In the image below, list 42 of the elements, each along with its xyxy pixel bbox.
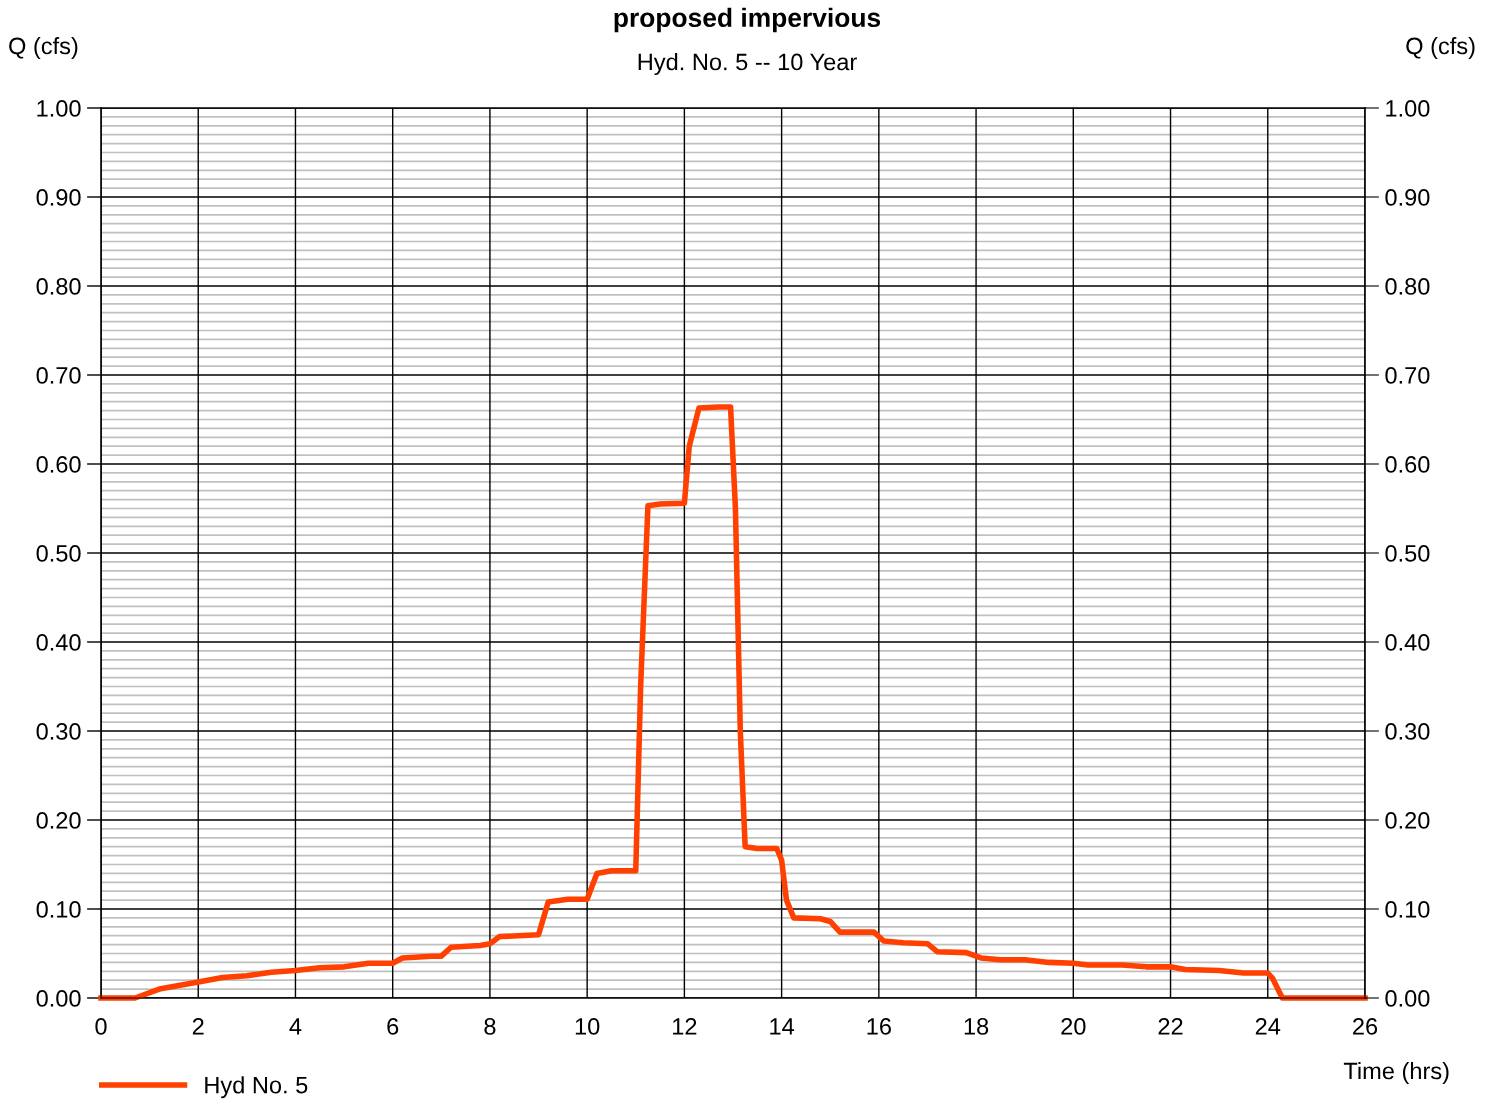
x-tick-label: 14 bbox=[770, 1018, 795, 1035]
y2-tick-label: 0.00 bbox=[1385, 990, 1430, 1007]
y-tick-label: 1.00 bbox=[37, 100, 81, 117]
y2-tick-label: 0.80 bbox=[1385, 278, 1430, 295]
y-tick-label: 0.80 bbox=[36, 278, 81, 295]
y-tick-label: 0.00 bbox=[36, 990, 81, 1007]
x-tick-label: 2 bbox=[192, 1018, 204, 1035]
chart-title: proposed impervious bbox=[614, 7, 881, 33]
x-tick-label: 8 bbox=[484, 1018, 496, 1035]
x-tick-label: 16 bbox=[867, 1018, 891, 1035]
y2-tick-label: 0.10 bbox=[1385, 901, 1430, 918]
y-tick-label: 0.40 bbox=[36, 634, 81, 651]
y-tick-label: 0.60 bbox=[36, 456, 81, 473]
y2-tick-label: 0.30 bbox=[1385, 723, 1430, 740]
y-tick-label: 0.30 bbox=[36, 723, 81, 740]
x-tick-label: 0 bbox=[95, 1018, 107, 1035]
y2-axis-title: Q (cfs) bbox=[1406, 37, 1475, 59]
y-tick-label: 0.90 bbox=[36, 189, 81, 206]
x-tick-label: 4 bbox=[289, 1018, 302, 1035]
x-tick-label: 10 bbox=[575, 1018, 600, 1035]
x-tick-label: 6 bbox=[387, 1018, 399, 1035]
y-tick-label: 0.50 bbox=[36, 545, 81, 562]
y-tick-label: 0.10 bbox=[36, 901, 81, 918]
y2-tick-label: 0.50 bbox=[1385, 545, 1430, 562]
legend-label: Hyd No. 5 bbox=[205, 1076, 308, 1099]
y2-tick-label: 0.40 bbox=[1385, 634, 1430, 651]
chart-subtitle: Hyd. No. 5 -- 10 Year bbox=[638, 53, 857, 76]
x-axis-title: Time (hrs) bbox=[1343, 1061, 1449, 1084]
y-axis-title: Q (cfs) bbox=[9, 37, 78, 59]
x-tick-label: 24 bbox=[1255, 1018, 1281, 1035]
x-tick-label: 20 bbox=[1061, 1018, 1086, 1035]
x-tick-label: 22 bbox=[1158, 1018, 1183, 1035]
y2-tick-label: 0.20 bbox=[1385, 812, 1430, 829]
y2-tick-label: 0.60 bbox=[1385, 456, 1430, 473]
y-tick-label: 0.70 bbox=[36, 367, 81, 384]
x-tick-label: 26 bbox=[1353, 1018, 1378, 1035]
y2-tick-label: 1.00 bbox=[1386, 100, 1430, 117]
x-tick-label: 18 bbox=[964, 1018, 989, 1035]
x-tick-label: 12 bbox=[673, 1018, 697, 1035]
y2-tick-label: 0.90 bbox=[1385, 189, 1430, 206]
y2-tick-label: 0.70 bbox=[1385, 367, 1430, 384]
y-tick-label: 0.20 bbox=[36, 812, 81, 829]
